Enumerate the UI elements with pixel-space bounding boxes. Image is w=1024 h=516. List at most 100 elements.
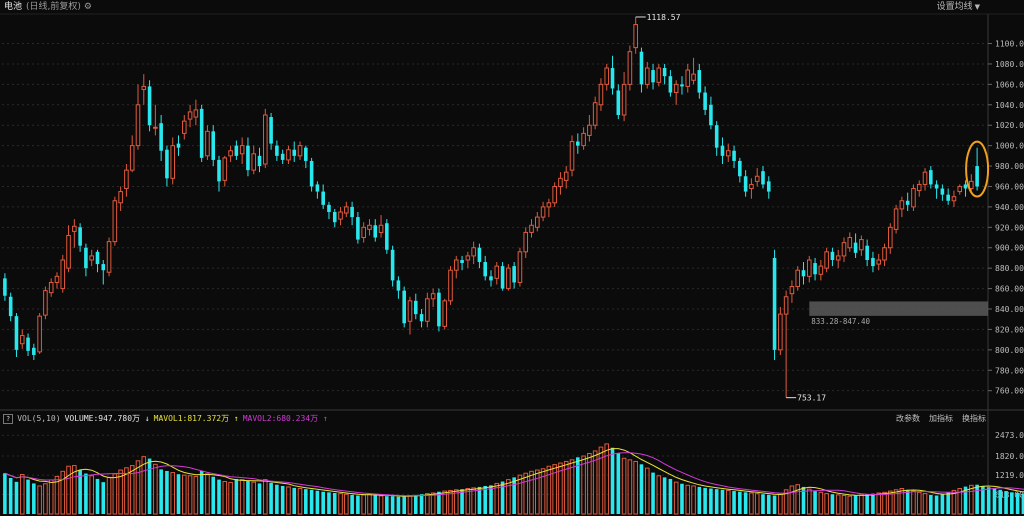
- price-tick-label: 940.00: [995, 203, 1024, 212]
- volume-bar: [540, 468, 546, 515]
- candle-body: [78, 227, 82, 246]
- candle-body: [610, 68, 615, 89]
- volume-bar: [813, 491, 817, 514]
- candle-body: [523, 231, 529, 253]
- volume-bar: [54, 475, 60, 515]
- candle-body: [176, 143, 181, 148]
- candle-body: [402, 290, 406, 324]
- candle-body: [806, 259, 812, 277]
- volume-bar: [106, 476, 112, 515]
- volume-bar: [703, 487, 707, 514]
- volume-indicator-values: ? VOL(5,10) VOLUME:947.780万 ↓ MAVOL1:817.37…: [3, 413, 332, 425]
- candle-body: [275, 145, 279, 156]
- candle-body: [569, 141, 575, 171]
- candle-body: [644, 67, 650, 85]
- candle-body: [361, 226, 366, 239]
- candle-body: [922, 171, 928, 185]
- candle-body: [893, 208, 899, 230]
- candle-body: [437, 292, 441, 327]
- volume-bar: [697, 486, 702, 514]
- candle-body: [743, 176, 748, 192]
- candle-body: [199, 108, 204, 158]
- candle-body: [217, 159, 221, 182]
- volume-bar: [193, 475, 199, 515]
- volume-bar: [783, 489, 789, 515]
- candle-body: [494, 265, 500, 279]
- volume-bar: [975, 484, 979, 514]
- candle-body: [720, 145, 725, 156]
- volume-bar: [176, 474, 181, 514]
- volume-bar: [847, 495, 853, 515]
- candle-body: [321, 191, 325, 205]
- volume-bar: [211, 476, 216, 514]
- price-tick-label: 920.00: [995, 223, 1024, 232]
- candle-body: [552, 185, 557, 204]
- volume-bar: [407, 495, 413, 515]
- candle-body: [193, 109, 199, 118]
- volume-bar: [344, 493, 349, 515]
- volume-bar: [523, 472, 529, 515]
- ma-settings-button[interactable]: 设置均线 ▼: [937, 0, 980, 14]
- volume-bar: [998, 489, 1003, 514]
- candle-body: [576, 141, 580, 146]
- volume-bar: [1015, 492, 1020, 514]
- candle-body: [419, 314, 424, 322]
- volume-bar: [888, 490, 893, 515]
- volume-bar: [286, 486, 291, 515]
- gear-icon[interactable]: ⚙: [83, 2, 92, 12]
- indicator-name: VOL(5,10): [17, 414, 61, 423]
- candle-body: [280, 153, 285, 160]
- volume-bar: [1010, 492, 1014, 514]
- edit-params-button[interactable]: 改参数: [896, 414, 920, 423]
- volume-tick-label: 1820.00: [995, 452, 1024, 461]
- volume-bar: [720, 489, 725, 514]
- switch-indicator-button[interactable]: 换指标: [962, 414, 986, 423]
- candle-body: [749, 183, 754, 190]
- candle-body: [616, 90, 621, 115]
- chart-period-label: (日线,前复权): [26, 2, 81, 12]
- candle-body: [853, 242, 858, 253]
- volume-bar: [159, 469, 163, 514]
- price-tick-label: 780.00: [995, 366, 1024, 375]
- candle-body: [32, 347, 36, 355]
- candle-body: [453, 259, 459, 271]
- volume-bar: [37, 485, 42, 515]
- candle-body: [135, 104, 141, 147]
- candle-body: [563, 171, 569, 181]
- candle-body: [963, 184, 968, 189]
- help-icon[interactable]: ?: [3, 414, 14, 424]
- chevron-down-icon: ▼: [974, 3, 980, 11]
- indicator-toolbar: 改参数 加指标 换指标: [887, 413, 986, 425]
- candle-body: [592, 102, 598, 126]
- candle-body: [598, 83, 604, 106]
- stock-name: 电池: [4, 2, 23, 12]
- candle-body: [587, 124, 592, 136]
- candle-body: [263, 114, 268, 165]
- candle-body: [483, 262, 488, 277]
- volume-bar: [350, 494, 354, 514]
- volume-bar: [8, 478, 13, 514]
- candle-body: [425, 298, 430, 322]
- price-tick-label: 980.00: [995, 162, 1024, 171]
- volume-bar: [795, 484, 801, 515]
- candle-body: [876, 259, 882, 265]
- volume-bar: [442, 490, 447, 515]
- volume-bar: [78, 470, 82, 514]
- add-indicator-button[interactable]: 加指标: [929, 414, 953, 423]
- candle-body: [916, 183, 922, 192]
- volume-bar: [471, 487, 476, 515]
- volume-bar: [922, 493, 928, 515]
- price-tick-label: 860.00: [995, 285, 1024, 294]
- volume-bar: [425, 493, 430, 515]
- volume-tick-label: 2473.00: [995, 431, 1024, 440]
- volume-bar: [332, 492, 337, 514]
- candle-body: [865, 245, 869, 260]
- volume-bar: [946, 492, 950, 514]
- candle-body: [8, 296, 13, 317]
- volume-bar: [633, 460, 638, 515]
- candle-body: [269, 117, 273, 144]
- candle-body: [662, 68, 667, 77]
- volume-bar: [390, 496, 395, 514]
- candle-body: [685, 69, 691, 87]
